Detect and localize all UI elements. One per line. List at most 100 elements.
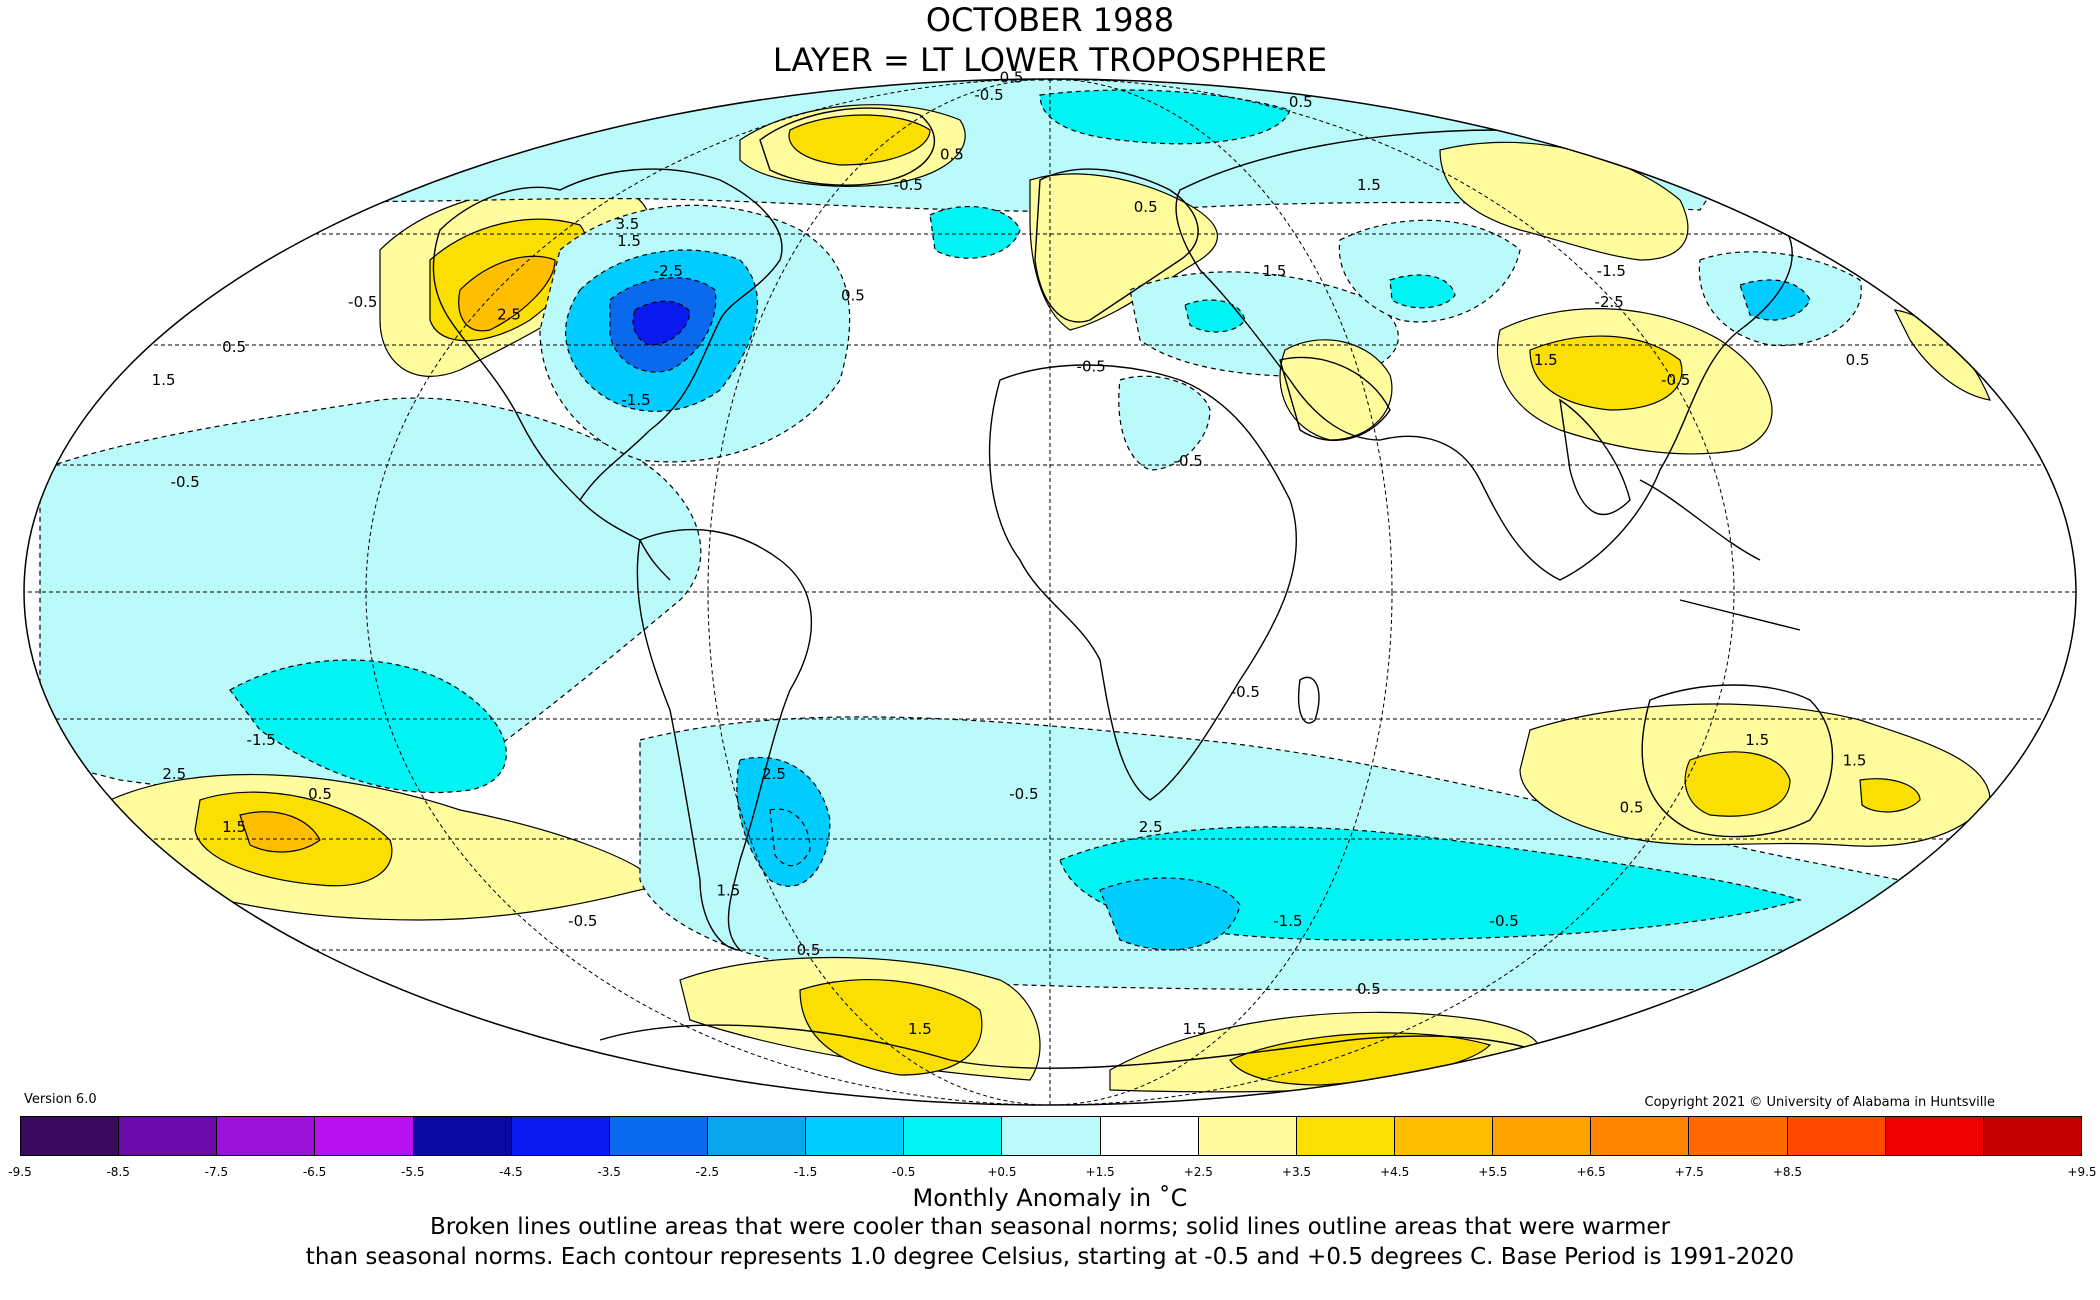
contour-label: -0.5: [894, 176, 923, 194]
cool-region-north-africa: [1118, 375, 1211, 471]
color-scale-tick-label: +6.5: [1576, 1165, 1606, 1179]
arabia-outline: [1279, 356, 1391, 442]
contour-label: 1.5: [1534, 351, 1558, 369]
warm-region-europe: [1029, 173, 1218, 331]
warm-region-west-north-america-center: [458, 255, 556, 332]
color-scale-tick-label: +2.5: [1183, 1165, 1213, 1179]
copyright-notice: Copyright 2021 © University of Alabama i…: [1644, 1095, 1995, 1110]
color-scale-swatch: [1787, 1117, 1886, 1155]
cool-region-south-pacific-deep: [229, 659, 507, 794]
map-border: [23, 78, 2077, 1106]
meridian-60: [707, 79, 1393, 1105]
color-scale-tick-label: +9.5: [2067, 1165, 2097, 1179]
contour-label: 0.5: [1620, 799, 1644, 817]
north-america-outline: [432, 168, 783, 502]
contour-label: -0.5: [171, 473, 200, 491]
contour-labels: 1.50.5-0.5-0.52.51.53.5-2.5-1.50.5-0.50.…: [152, 68, 1870, 1038]
color-scale-swatch: [1198, 1117, 1297, 1155]
color-scale-tick-label: -9.5: [8, 1165, 32, 1179]
color-scale-swatch: [315, 1117, 414, 1155]
contour-label: 0.5: [1000, 68, 1024, 86]
color-scale-tick-label: +5.5: [1478, 1165, 1508, 1179]
warm-region-antarctic-east-core: [1229, 1032, 1492, 1086]
map-subtitle: LAYER = LT LOWER TROPOSPHERE: [772, 41, 1328, 79]
cool-region-eastern-north-america-center: [632, 300, 691, 346]
contour-label: 1.5: [1745, 731, 1769, 749]
color-scale-tick-label: -0.5: [891, 1165, 916, 1179]
contour-label: -1.5: [1273, 912, 1302, 930]
color-scale-tick-label: +4.5: [1380, 1165, 1410, 1179]
warm-region-greenland-core: [788, 114, 931, 166]
india-outline: [1559, 398, 1631, 516]
color-scale-tick-label: +7.5: [1674, 1165, 1704, 1179]
color-scale-swatch: [119, 1117, 218, 1155]
color-scale-swatch: [707, 1117, 807, 1155]
color-scale-tick-label: -2.5: [695, 1165, 720, 1179]
color-scale-swatch: [1493, 1117, 1592, 1155]
contour-label: 0.5: [841, 287, 865, 305]
contour-label: -1.5: [247, 731, 276, 749]
warm-region-australia-core: [1684, 751, 1791, 817]
cool-region-arctic-siberia: [1039, 89, 1291, 145]
contour-label: 1.5: [152, 371, 176, 389]
southeast-asia-outline: [1639, 479, 1801, 631]
cool-region-central-asia-core: [1389, 274, 1456, 309]
antarctica-outline: [599, 1024, 1561, 1069]
south-america-outline: [636, 528, 813, 951]
meridian-120: [365, 79, 1735, 1105]
contour-label: 1.5: [617, 232, 641, 250]
contour-label: 0.5: [797, 941, 821, 959]
color-scale-swatch: [1591, 1117, 1690, 1155]
map-title: OCTOBER 1988: [925, 1, 1175, 39]
warm-region-arabia: [1279, 339, 1393, 441]
anomaly-regions: [39, 79, 2076, 1093]
caption-line-2: than seasonal norms. Each contour repres…: [305, 1244, 1795, 1270]
contour-label: -2.5: [654, 262, 683, 280]
color-scale-tick-label: +8.5: [1772, 1165, 1802, 1179]
contour-label: -0.5: [1490, 912, 1519, 930]
color-scale-swatch: [1689, 1117, 1788, 1155]
units-label: Monthly Anomaly in ˚C: [912, 1184, 1188, 1212]
contour-label: 2.5: [162, 765, 186, 783]
greenland-outline: [759, 107, 936, 186]
color-scale-tick-label: -7.5: [204, 1165, 229, 1179]
color-scale-tick-label: +0.5: [987, 1165, 1017, 1179]
contour-label: 0.5: [222, 338, 246, 356]
color-scale-swatch: [904, 1117, 1003, 1155]
color-scale-tick-label: +1.5: [1085, 1165, 1115, 1179]
version-label: Version 6.0: [24, 1092, 97, 1107]
cool-region-north-atlantic: [929, 205, 1021, 259]
contour-label: 1.5: [1843, 752, 1867, 770]
contour-label: -0.5: [1661, 371, 1690, 389]
africa-outline: [988, 364, 1298, 801]
cool-region-turkey: [1184, 299, 1246, 333]
color-scale-tick-label: -1.5: [793, 1165, 818, 1179]
contour-label: 1.5: [716, 882, 740, 900]
color-scale-tick-label: -6.5: [302, 1165, 327, 1179]
color-scale-tick-label: +3.5: [1281, 1165, 1312, 1179]
cool-region-southern-ocean-core: [1099, 877, 1241, 951]
color-scale-swatch: [1296, 1117, 1395, 1155]
color-scale-swatch: [21, 1117, 120, 1155]
cool-region-tropical-pacific: [39, 397, 702, 794]
contour-label: -0.5: [1231, 683, 1260, 701]
color-scale-swatch: [511, 1117, 610, 1155]
warm-region-south-pacific-center: [239, 811, 321, 853]
color-scale-tick-label: -5.5: [401, 1165, 425, 1179]
color-scale-tick-label: -3.5: [597, 1165, 621, 1179]
color-scale-swatch: [1394, 1117, 1494, 1155]
contour-label: 0.5: [1289, 93, 1313, 111]
contour-label: 2.5: [1139, 818, 1163, 836]
color-scale-tick-label: -8.5: [106, 1165, 130, 1179]
contour-label: -0.5: [348, 293, 377, 311]
contour-label: 3.5: [615, 215, 639, 233]
contour-label: -1.5: [1597, 262, 1626, 280]
contour-label: -0.5: [568, 912, 597, 930]
contour-label: 1.5: [222, 818, 246, 836]
color-scale-ticks: -9.5 -8.5 -7.5 -6.5 -5.5 -4.5 -3.5 -2.5 -1.5 -0.5…: [8, 1165, 2096, 1183]
cool-region-southern-ocean-deep: [1059, 826, 1802, 941]
contour-label: 1.5: [1357, 176, 1381, 194]
contour-label: -0.5: [1009, 785, 1038, 803]
color-scale-swatch: [806, 1117, 905, 1155]
contour-label: 0.5: [1357, 980, 1381, 998]
